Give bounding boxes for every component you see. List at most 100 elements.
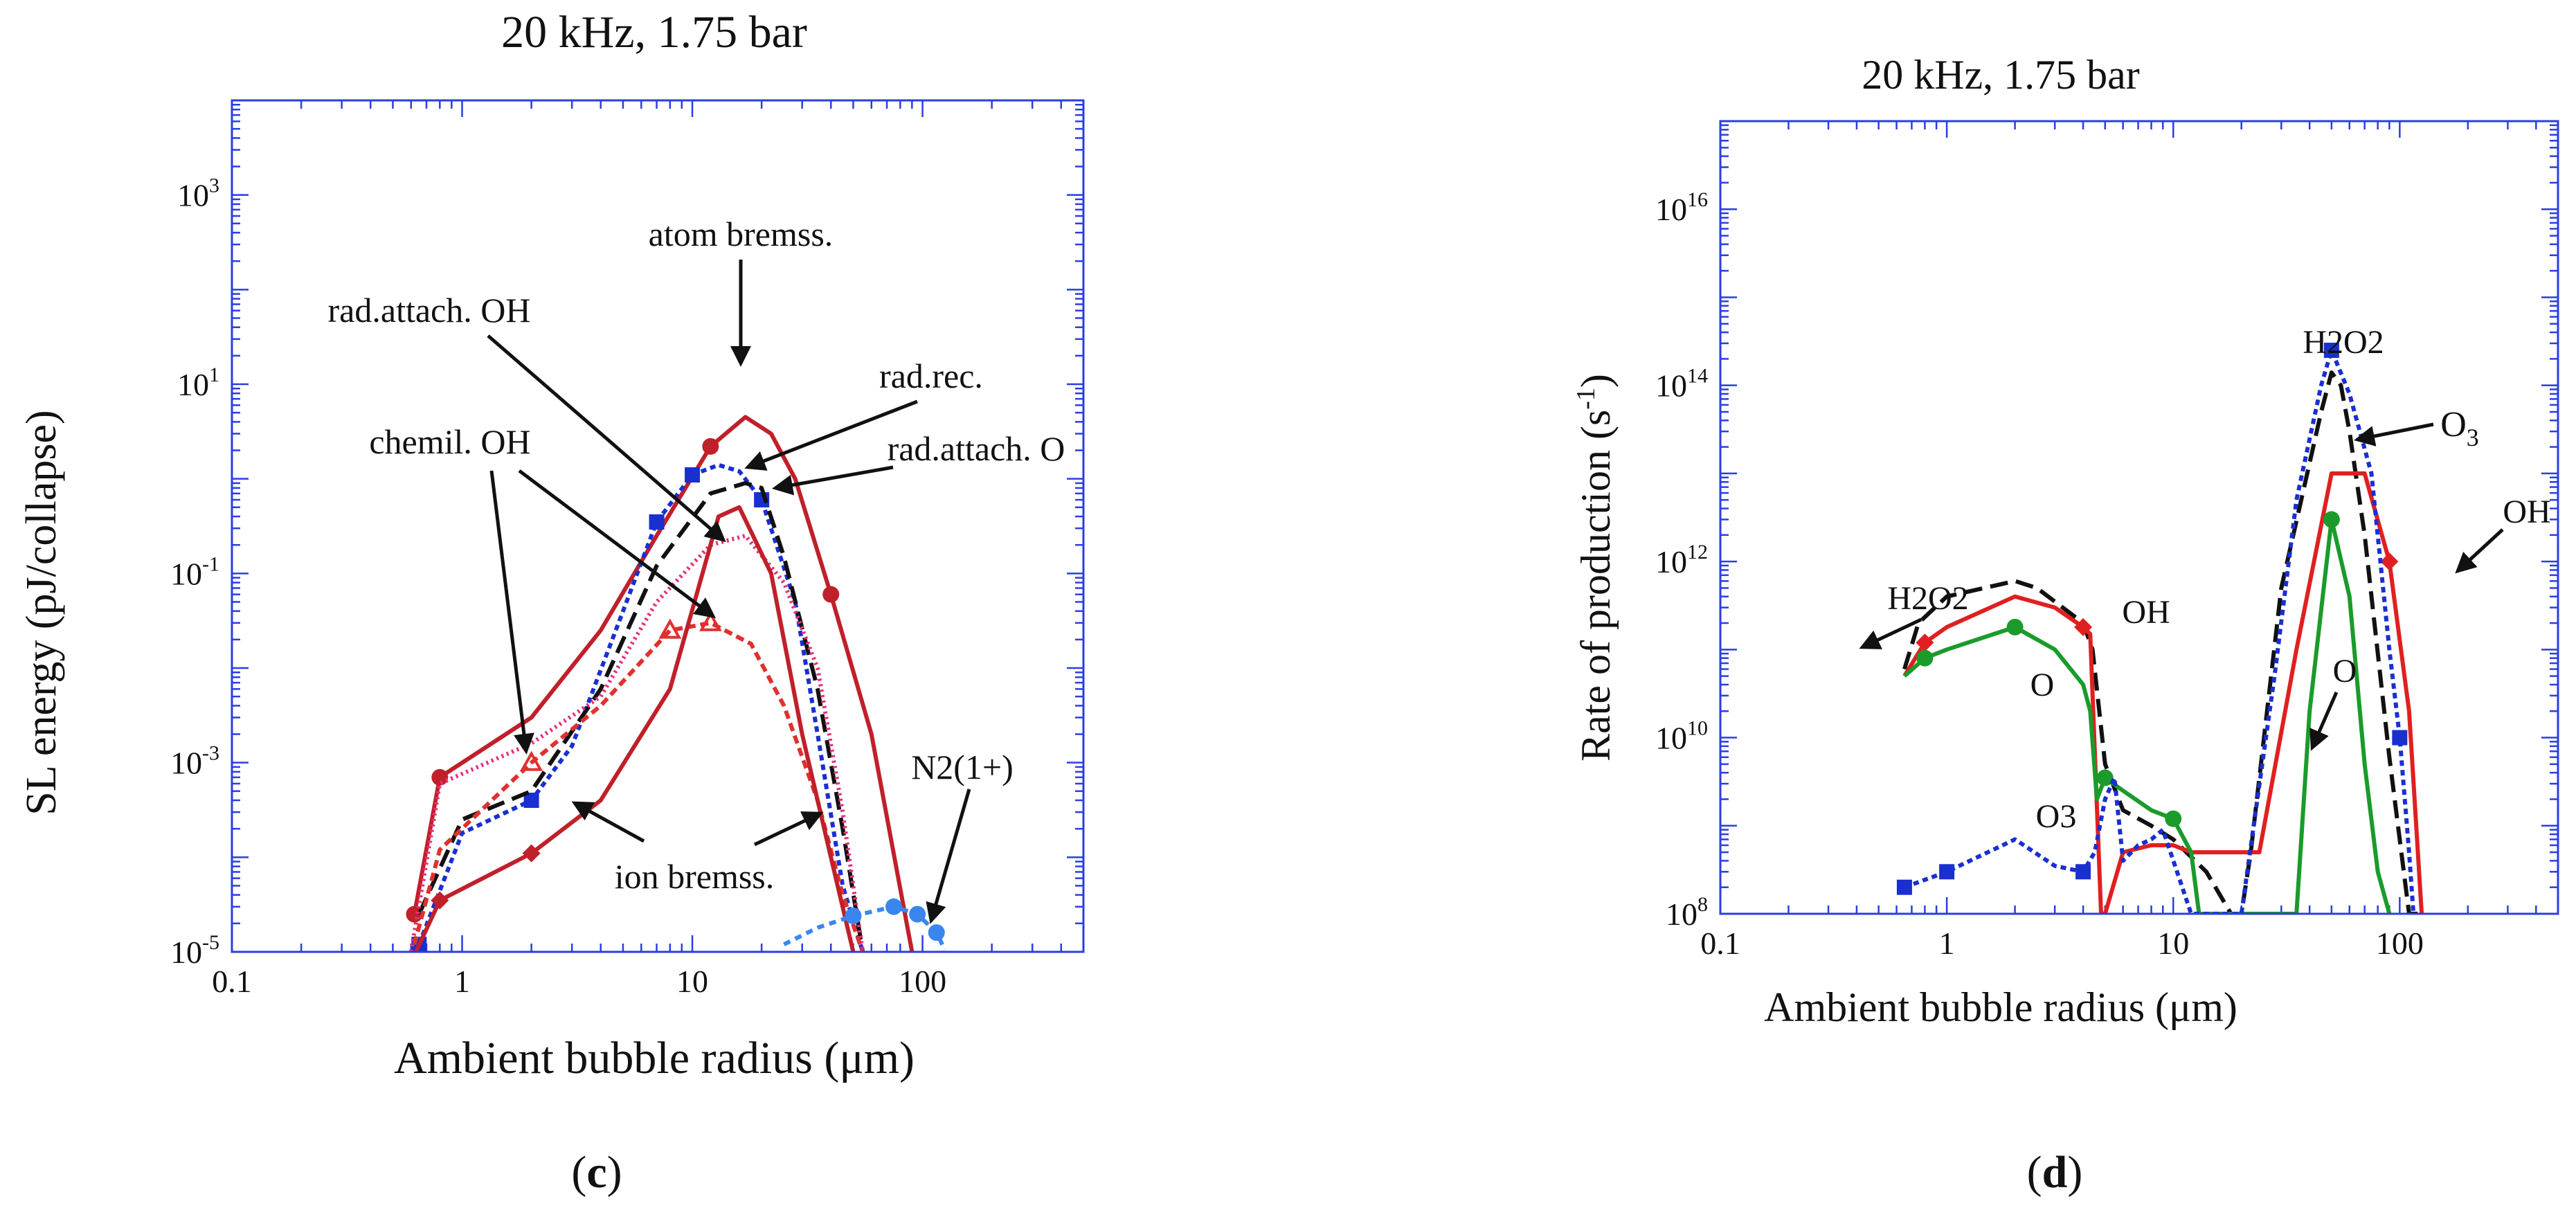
series-line-4 — [412, 620, 865, 952]
annotation-o-right-arrow — [2309, 691, 2339, 751]
annotation-ion-bremss: ion bremss. — [571, 801, 824, 896]
panel-d-y-axis-label-text: Rate of production (s — [1573, 410, 1619, 761]
series-2-marker — [2323, 511, 2340, 528]
annotation-h2o2-left: H2O2 — [1859, 580, 1969, 649]
x-tick-label: 10 — [676, 964, 708, 999]
series-4-marker — [658, 618, 682, 639]
y-tick-label: 103 — [177, 174, 219, 213]
panel-d-x-tick-labels: 0.1 1 10 100 — [1700, 926, 2424, 961]
panel-c-y-axis-label: SL energy (pJ/collapse) — [18, 410, 65, 815]
series-5-marker — [431, 891, 449, 910]
panel-d-plot-frame — [1719, 120, 2559, 915]
panel-c-caption: (c) — [571, 1147, 622, 1198]
series-2-marker — [2006, 618, 2024, 635]
y-tick-label: 1010 — [1655, 717, 1708, 756]
series-2-marker — [1916, 649, 1934, 667]
annotation-n2-label: N2(1+) — [911, 748, 1014, 786]
annotation-oh-right: OH — [2455, 494, 2551, 574]
annotation-oh-right-label: OH — [2503, 494, 2550, 530]
panel-d-y-axis-label: Rate of production (s-1) — [1571, 374, 1619, 761]
x-tick-label: 100 — [899, 964, 946, 999]
panel-c-annotations: atom bremss. rad.attach. OH rad.rec. che… — [328, 215, 1065, 924]
y-tick-label: 108 — [1666, 893, 1708, 932]
annotation-rad-attach-oh: rad.attach. OH — [328, 291, 726, 543]
annotation-o3-right-arrow — [2354, 422, 2434, 447]
panel-c-y-tick-labels: 10-5 10-3 10-1 101 103 — [170, 174, 219, 970]
series-line-1 — [417, 462, 865, 952]
annotation-rad-rec-label: rad.rec. — [879, 357, 983, 395]
annotation-rad-attach-o: rad.attach. O — [772, 429, 1065, 496]
annotation-rad-attach-o-arrow — [772, 465, 894, 496]
panel-d-ticks — [1719, 120, 2559, 915]
panel-d-y-axis-label-exponent: -1 — [1571, 388, 1601, 410]
series-1-marker — [649, 514, 665, 530]
panel-d-caption: (d) — [2027, 1147, 2083, 1198]
annotation-rad-attach-o-label: rad.attach. O — [888, 429, 1065, 468]
annotation-ion-bremss-arrow-1 — [571, 801, 645, 843]
series-6-marker — [909, 905, 926, 923]
y-tick-label: 1016 — [1655, 188, 1708, 227]
annotation-oh-left: OH — [2122, 594, 2170, 631]
y-tick-label: 10-3 — [170, 742, 219, 781]
series-line-2 — [417, 480, 865, 952]
panel-d-annotations: H2O2 O OH O3 H2O2 O3 OH O — [1859, 324, 2551, 835]
panel-d-caption-letter: d — [2042, 1147, 2068, 1198]
series-3-marker — [2075, 864, 2091, 880]
annotation-h2o2-right: H2O2 — [2303, 324, 2384, 361]
series-line-1 — [1902, 471, 2424, 914]
y-tick-label: 101 — [177, 363, 219, 402]
panel-c-plot-frame — [231, 99, 1085, 953]
y-tick-label: 10-1 — [170, 552, 219, 591]
annotation-h2o2-left-label: H2O2 — [1887, 580, 1968, 617]
series-2-marker — [2165, 810, 2182, 827]
panel-d-x-axis-label: Ambient bubble radius (μm) — [1764, 984, 2237, 1030]
panel-d-title: 20 kHz, 1.75 bar — [1862, 52, 2140, 98]
panel-d-y-axis-label-close: ) — [1573, 374, 1619, 388]
annotation-o3-right-text: O — [2440, 405, 2467, 444]
series-0-marker — [431, 768, 449, 786]
series-1-marker — [2380, 552, 2399, 571]
y-tick-label: 1014 — [1655, 365, 1708, 404]
annotation-o3-right-label: O3 — [2440, 405, 2479, 451]
series-4-marker — [699, 611, 722, 631]
x-tick-label: 1 — [1939, 926, 1955, 961]
x-tick-label: 1 — [454, 964, 470, 999]
series-5-marker — [522, 844, 541, 863]
annotation-o3-left: O3 — [2036, 798, 2077, 835]
series-3-marker — [2392, 730, 2408, 746]
series-line-5 — [414, 505, 856, 952]
annotation-oh-right-arrow — [2455, 528, 2504, 574]
chart-panel-c: 20 kHz, 1.75 bar SL energy (pJ/collapse)… — [18, 7, 1085, 1083]
x-tick-label: 0.1 — [212, 964, 252, 999]
series-1-marker — [523, 793, 539, 809]
chart-panel-d: 20 kHz, 1.75 bar Rate of production (s-1… — [1571, 52, 2559, 1030]
series-6-marker — [845, 908, 862, 925]
series-1-marker — [1916, 633, 1934, 652]
panel-c-x-axis-label: Ambient bubble radius (μm) — [394, 1033, 915, 1083]
annotation-n2-arrow — [926, 788, 971, 924]
annotation-o3-right: O3 — [2354, 405, 2479, 451]
annotation-rad-rec: rad.rec. — [744, 357, 983, 471]
annotation-chemil-oh-label: chemil. OH — [369, 422, 530, 461]
annotation-chemil-oh-arrow-1 — [489, 470, 534, 755]
x-tick-label: 10 — [2157, 926, 2189, 961]
panel-c-title: 20 kHz, 1.75 bar — [501, 7, 807, 57]
series-1-marker — [2074, 617, 2093, 636]
series-line-0 — [1902, 370, 2418, 914]
y-tick-label: 10-5 — [170, 931, 219, 970]
annotation-atom-bremss: atom bremss. — [649, 215, 833, 367]
series-0-marker — [702, 438, 719, 455]
annotation-n2: N2(1+) — [911, 748, 1014, 924]
annotation-rad-rec-arrow — [744, 399, 918, 471]
annotation-rad-attach-oh-label: rad.attach. OH — [328, 291, 531, 330]
panel-d-series — [1896, 343, 2424, 914]
y-tick-label: 1012 — [1655, 541, 1708, 579]
series-4-marker — [520, 750, 543, 771]
series-line-2 — [1902, 517, 2392, 914]
panel-c-caption-letter: c — [586, 1147, 606, 1198]
x-tick-label: 0.1 — [1700, 926, 1740, 961]
series-3-marker — [2323, 343, 2339, 359]
series-1-marker — [685, 467, 701, 483]
x-tick-label: 100 — [2376, 926, 2424, 961]
series-line-0 — [412, 415, 915, 952]
